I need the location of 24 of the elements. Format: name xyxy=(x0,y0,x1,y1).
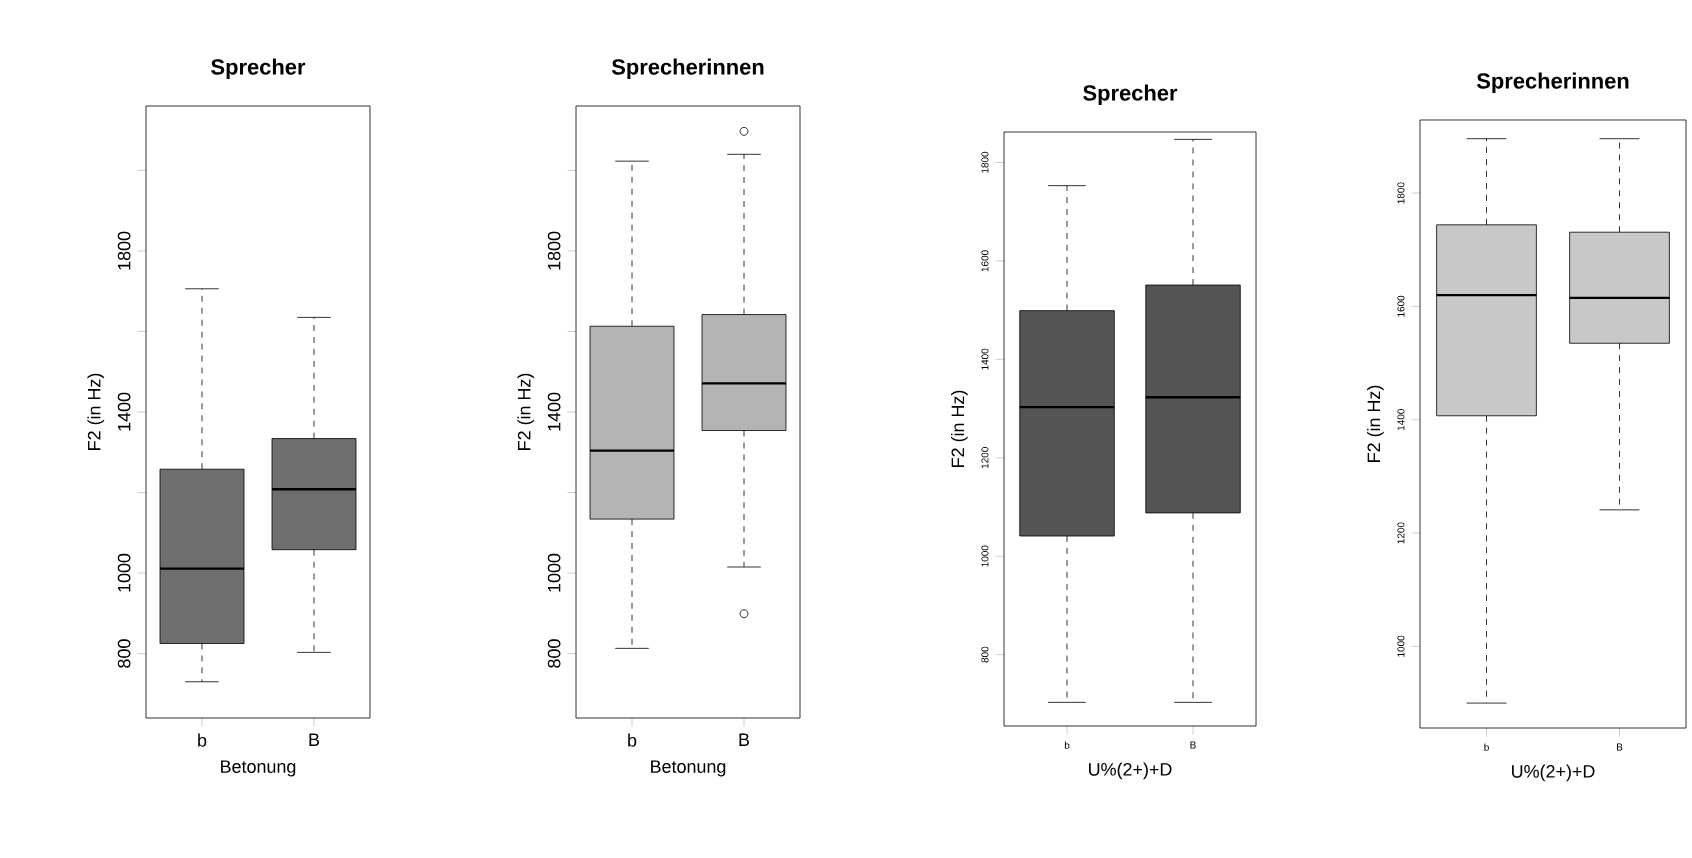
y-tick-label: 800 xyxy=(547,639,561,668)
chart-title: Sprecherinnen xyxy=(1476,72,1629,93)
chart-title: Sprecherinnen xyxy=(611,58,764,79)
y-tick-label: 800 xyxy=(117,639,131,668)
x-axis-title: U%(2+)+D xyxy=(1512,764,1595,782)
y-axis-title: F2 (in Hz) xyxy=(87,373,105,450)
y-axis-title: F2 (in Hz) xyxy=(1367,385,1384,462)
y-axis-title: F2 (in Hz) xyxy=(951,390,968,467)
x-tick-label: b xyxy=(198,733,207,747)
chart-title: Sprecher xyxy=(1083,84,1178,105)
y-tick-label: 1000 xyxy=(547,553,561,592)
x-tick-label: B xyxy=(739,733,750,746)
x-axis-title: Betonung xyxy=(221,760,296,777)
y-axis-title: F2 (in Hz) xyxy=(517,373,535,450)
y-tick-label: 1000 xyxy=(117,553,131,592)
chart-title: Sprecher xyxy=(211,58,306,79)
y-tick-label: 1800 xyxy=(547,231,561,270)
x-axis-title: Betonung xyxy=(651,760,726,777)
x-tick-label: B xyxy=(309,733,320,746)
y-tick-label: 1800 xyxy=(117,231,131,270)
y-tick-label: 1400 xyxy=(547,392,561,431)
x-axis-title: U%(2+)+D xyxy=(1089,762,1172,780)
y-tick-label: 1400 xyxy=(117,392,131,431)
x-tick-label: b xyxy=(628,733,637,747)
